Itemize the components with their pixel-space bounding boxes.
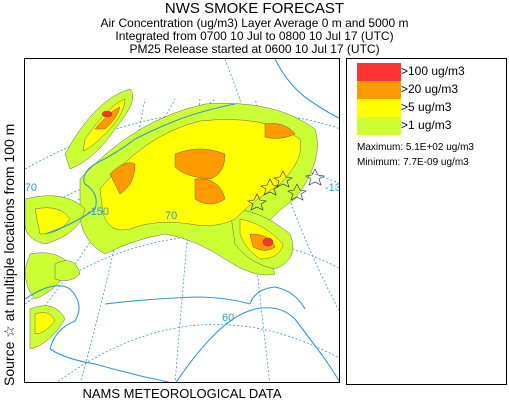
- legend-item: >1 ug/m3: [357, 117, 497, 135]
- meridian-line: [224, 59, 241, 100]
- plume-level-20: [94, 106, 296, 251]
- chart-title: NWS SMOKE FORECAST: [164, 0, 345, 17]
- graticule-label: 60: [222, 312, 234, 324]
- legend-label: >5 ug/m3: [401, 100, 452, 114]
- legend-label: >1 ug/m3: [401, 118, 452, 132]
- legend-label: >100 ug/m3: [401, 64, 465, 78]
- footer-data-source: NAMS METEOROLOGICAL DATA: [82, 386, 282, 401]
- source-star: [273, 170, 293, 188]
- parallel-line: [25, 158, 339, 220]
- meridian-line: [239, 98, 271, 382]
- legend: >100 ug/m3 >20 ug/m3 >5 ug/m3 >1 ug/m3 M…: [346, 58, 507, 385]
- legend-item: >100 ug/m3: [357, 63, 497, 81]
- legend-label: >20 ug/m3: [401, 82, 459, 96]
- meridian-line: [80, 98, 146, 382]
- legend-item: >5 ug/m3: [357, 99, 497, 117]
- source-star: [247, 193, 267, 211]
- source-star: [260, 178, 280, 196]
- subtitle-release: PM25 Release started at 0600 10 Jul 17 (…: [129, 42, 380, 56]
- source-star: [287, 183, 307, 201]
- subtitle-concentration: Air Concentration (ug/m3) Layer Average …: [100, 16, 409, 30]
- legend-maximum: Maximum: 5.1E+02 ug/m3: [357, 142, 474, 153]
- graticule-label: -170: [25, 182, 37, 194]
- legend-swatch: [357, 99, 401, 117]
- legend-swatch: [357, 117, 401, 135]
- legend-swatch: [357, 81, 401, 99]
- graticule-label: -150: [87, 206, 109, 218]
- map-canvas: -170 -150 -130 70 60: [25, 59, 340, 382]
- source-location-label: Source ☆ at multiple locations from 100 …: [1, 123, 17, 386]
- plume-level-100: [101, 110, 274, 247]
- parallel-line: [57, 324, 339, 382]
- smoke-map[interactable]: -170 -150 -130 70 60: [24, 58, 340, 383]
- graticule-label: -130: [325, 182, 340, 194]
- subtitle-integration: Integrated from 0700 10 Jul to 0800 10 J…: [115, 29, 394, 43]
- legend-swatch: [357, 63, 401, 81]
- legend-minimum: Minimum: 7.7E-09 ug/m3: [357, 157, 469, 168]
- coastline: [25, 59, 339, 382]
- meridian-line: [254, 98, 339, 312]
- legend-item: >20 ug/m3: [357, 81, 497, 99]
- graticule-label: 70: [165, 210, 177, 222]
- source-star: [305, 168, 325, 186]
- source-markers: [247, 168, 325, 211]
